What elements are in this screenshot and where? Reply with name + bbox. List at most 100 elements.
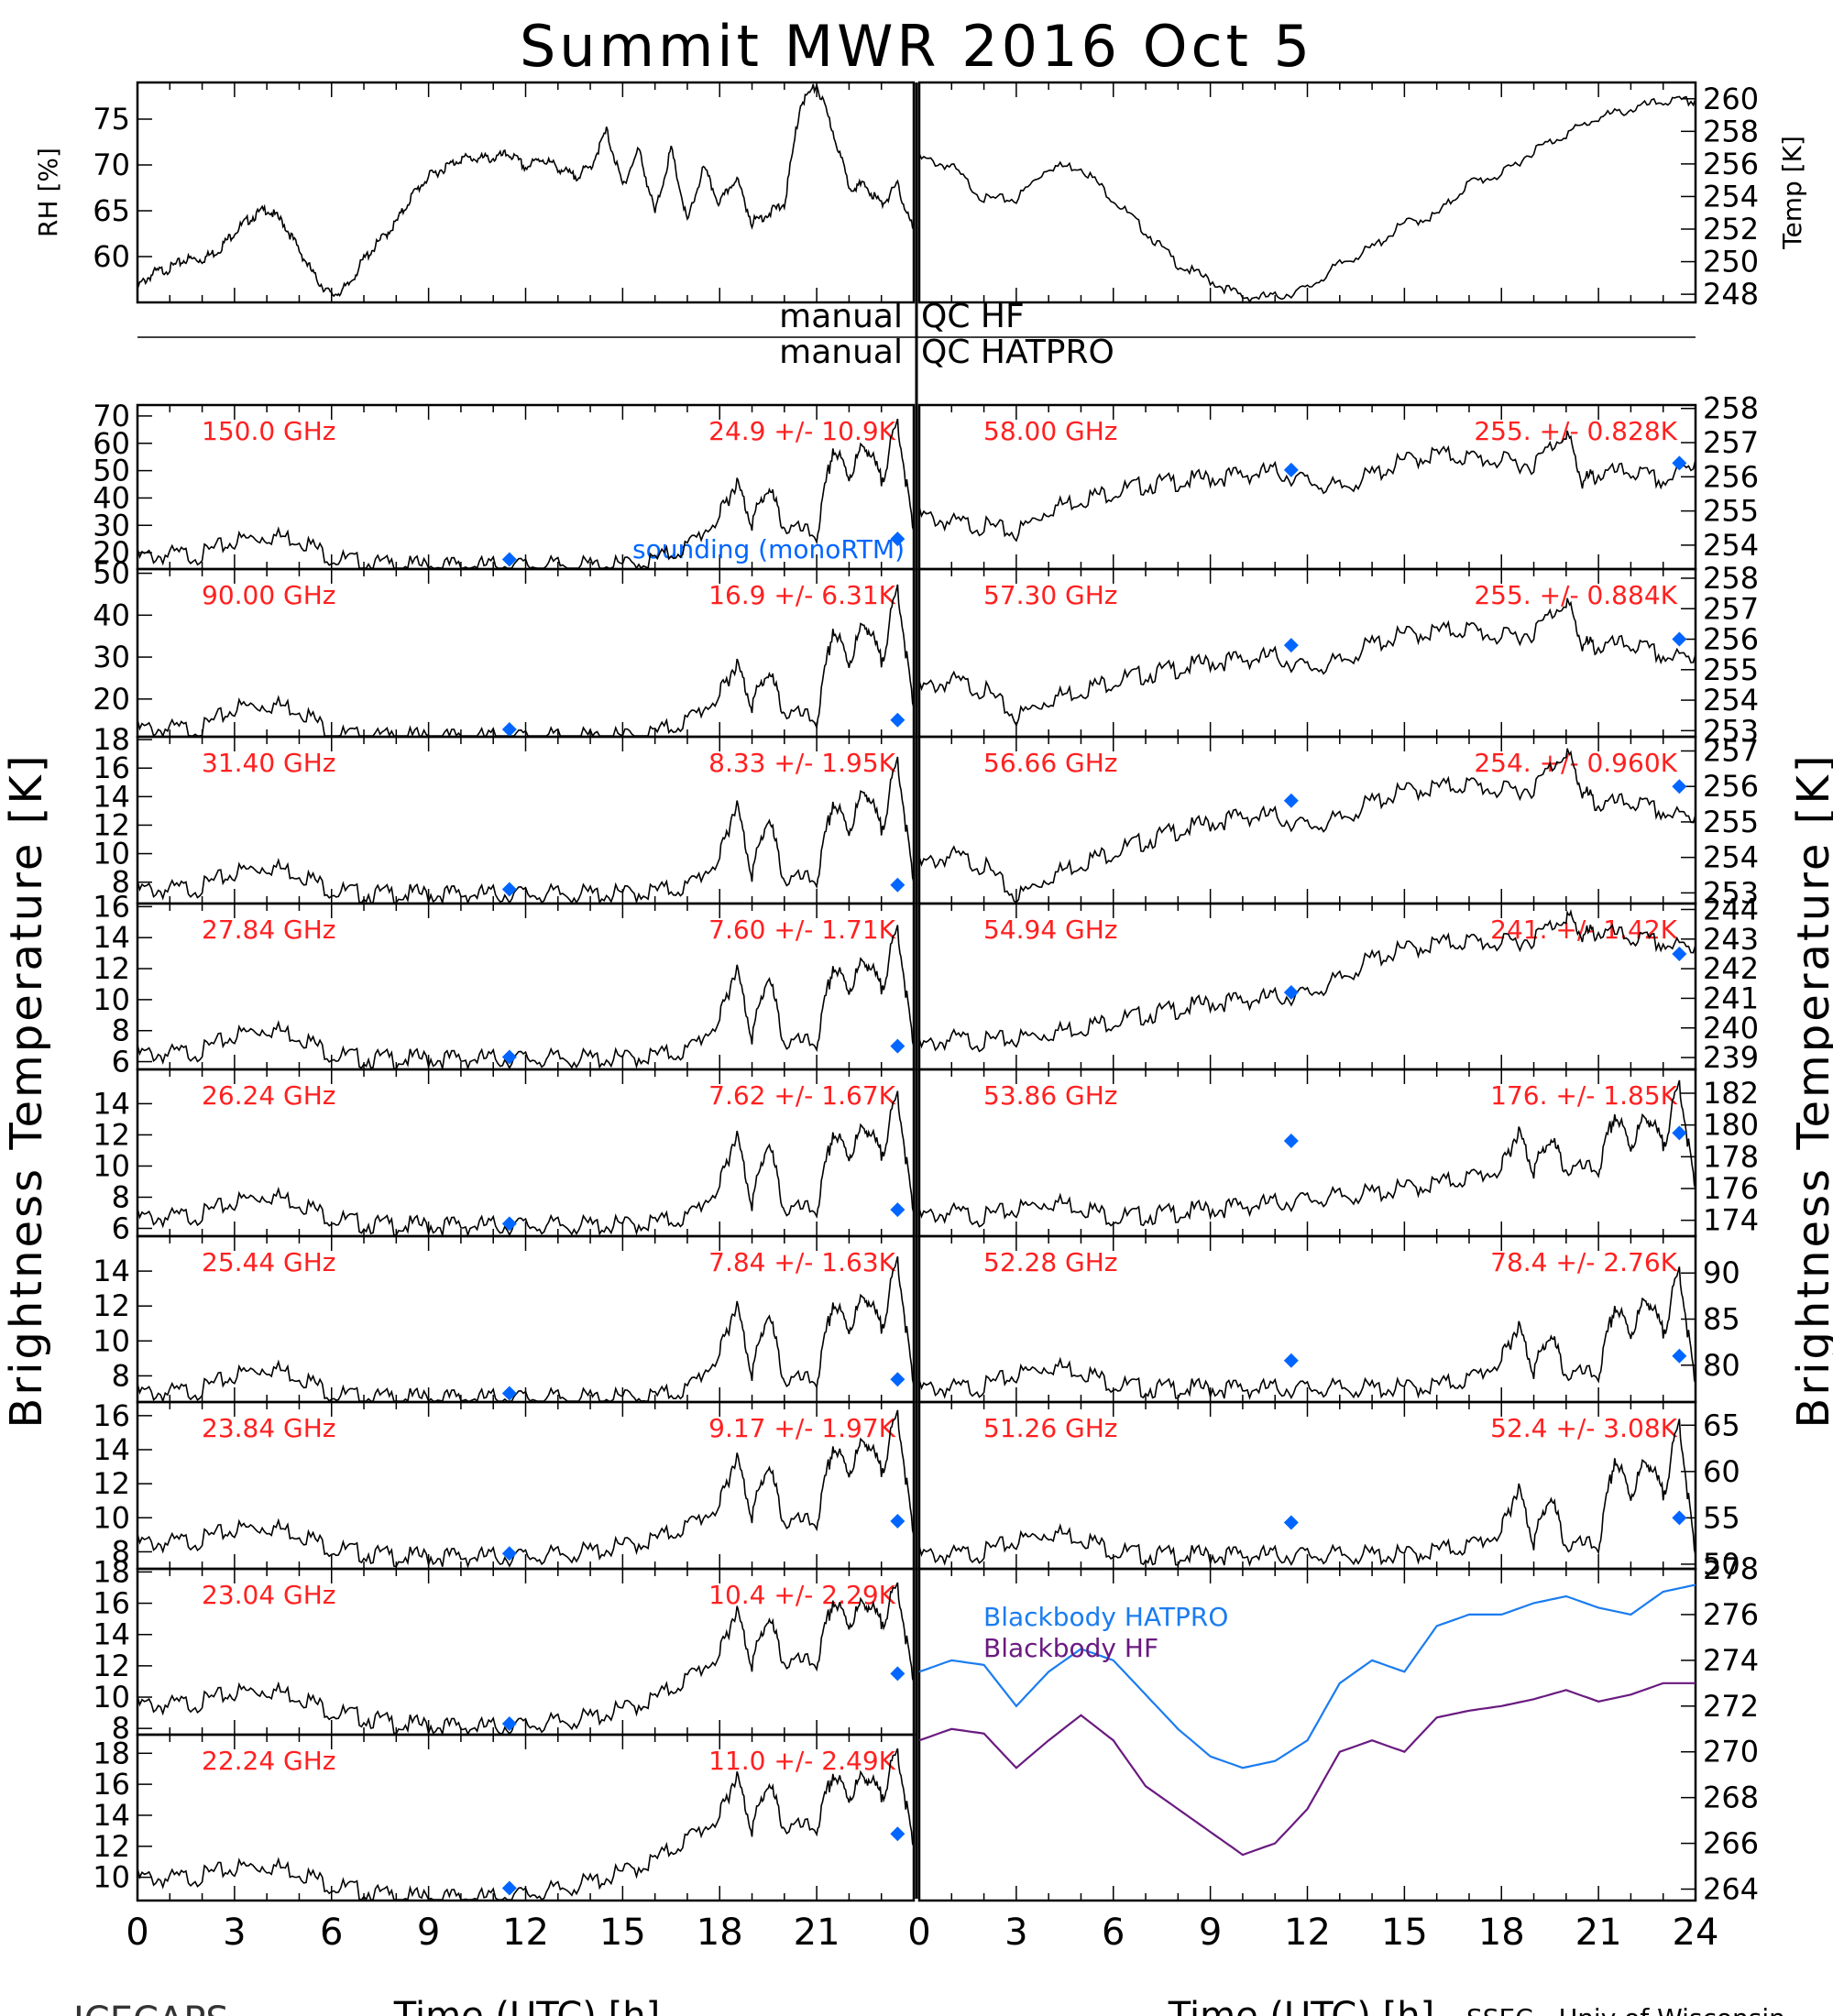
- y-tick-label: 270: [1703, 1735, 1759, 1769]
- y-tick-label: 253: [1703, 875, 1759, 910]
- x-tick-label: 6: [320, 1912, 343, 1954]
- y-tick-label: 40: [93, 597, 130, 632]
- y-tick-label: 8: [112, 1358, 130, 1393]
- y-tick-label: 176: [1703, 1171, 1759, 1206]
- figure-title: Summit MWR 2016 Oct 5: [520, 13, 1313, 80]
- y-tick-label: 16: [93, 1586, 130, 1621]
- channel-label: 90.00 GHz: [202, 580, 336, 610]
- channel-label: 51.26 GHz: [983, 1413, 1118, 1443]
- x-tick-label: 0: [126, 1912, 148, 1954]
- x-tick-label: 6: [1102, 1912, 1125, 1954]
- y-tick-label: 8: [112, 865, 130, 900]
- sounding-marker: [890, 1202, 906, 1218]
- channel-stats: 78.4 +/- 2.76K: [1490, 1247, 1677, 1277]
- panels: 6065707524825025225425625826020304050607…: [93, 81, 1759, 1954]
- qc-hatpro-label: QC HATPRO: [921, 334, 1114, 371]
- sounding-marker: [1283, 1353, 1299, 1368]
- sounding-marker: [501, 722, 517, 737]
- sounding-marker: [501, 552, 517, 567]
- series-line: [137, 1090, 915, 1238]
- footer-left: ICECAPS: [73, 2000, 229, 2016]
- series-line: [918, 748, 1696, 904]
- y-tick-label: 16: [93, 1767, 130, 1802]
- sounding-marker: [890, 712, 906, 728]
- channel-label: 54.94 GHz: [983, 915, 1118, 945]
- series-line: [137, 925, 915, 1071]
- y-tick-label: 50: [1703, 1547, 1740, 1582]
- panel-frame: [917, 81, 1697, 304]
- y-tick-label: 12: [93, 1649, 130, 1683]
- channel-stats: 7.84 +/- 1.63K: [708, 1247, 895, 1277]
- sounding-marker: [501, 1546, 517, 1561]
- panel-ch-90: 20 30 40 50 90.00 GHz 16.9 +/- 6.31K: [93, 556, 916, 739]
- channel-stats: 11.0 +/- 2.49K: [708, 1746, 895, 1776]
- y-tick-label: 8: [112, 1013, 130, 1048]
- y-tick-label: 240: [1703, 1011, 1759, 1046]
- y-tick-label: 260: [1703, 82, 1759, 116]
- sounding-marker: [890, 877, 906, 893]
- sounding-marker: [501, 1880, 517, 1896]
- sounding-marker: [890, 1826, 906, 1842]
- x-tick-label: 21: [1575, 1912, 1622, 1954]
- y-tick-label: 70: [93, 148, 130, 182]
- series-line: [918, 430, 1696, 542]
- panel-ch-52.28: 80 85 90 52.28 GHz 78.4 +/- 2.76K: [917, 1234, 1740, 1404]
- x-tick-label: 15: [599, 1912, 646, 1954]
- y-tick-label: 256: [1703, 769, 1759, 804]
- y-tick-label: 60: [1703, 1454, 1740, 1489]
- y-tick-label: 16: [93, 751, 130, 785]
- x-tick-label: 12: [1284, 1912, 1331, 1954]
- series-line: [918, 1079, 1696, 1228]
- sounding-marker: [1672, 946, 1687, 961]
- panel-ch-51.26: 50 55 60 65 51.26 GHz 52.4 +/- 3.08K: [917, 1400, 1740, 1582]
- y-tick-label: 10: [93, 1148, 130, 1183]
- panel-frame: [136, 81, 916, 304]
- sounding-marker: [1672, 1348, 1687, 1364]
- sounding-marker: [890, 1514, 906, 1528]
- y-tick-label: 14: [93, 1617, 130, 1652]
- series-line: [137, 1748, 915, 1901]
- sounding-marker: [1672, 1125, 1687, 1141]
- y-tick-label: 182: [1703, 1076, 1759, 1111]
- channel-label: 56.66 GHz: [983, 748, 1118, 778]
- y-tick-label: 14: [93, 1432, 130, 1467]
- channel-stats: 7.62 +/- 1.67K: [708, 1080, 895, 1111]
- y-tick-label: 257: [1703, 425, 1759, 460]
- y-tick-label: 18: [93, 1736, 130, 1770]
- sounding-marker: [1283, 1515, 1299, 1530]
- series-line: [918, 597, 1696, 728]
- x-tick-label: 9: [417, 1912, 440, 1954]
- y-tick-label: 257: [1703, 733, 1759, 768]
- channel-stats: 176. +/- 1.85K: [1490, 1080, 1677, 1111]
- x-axis-label-left: Time (UTC) [h]: [393, 1995, 660, 2016]
- channel-label: 52.28 GHz: [983, 1247, 1118, 1277]
- y-tick-label: 256: [1703, 459, 1759, 494]
- y-tick-label: 8: [112, 1534, 130, 1569]
- y-tick-label: 243: [1703, 922, 1759, 957]
- channel-stats: 9.17 +/- 1.97K: [708, 1413, 895, 1443]
- y-tick-label: 278: [1703, 1551, 1759, 1586]
- channel-label: 22.24 GHz: [202, 1746, 336, 1776]
- y-tick-label: 254: [1703, 683, 1759, 718]
- channel-label: 53.86 GHz: [983, 1080, 1118, 1111]
- y-tick-label: 252: [1703, 212, 1759, 247]
- y-tick-label: 6: [112, 1045, 130, 1079]
- sounding-marker: [1283, 1134, 1299, 1148]
- series-line-hf: [918, 1682, 1696, 1857]
- y-tick-label: 253: [1703, 713, 1759, 748]
- y-tick-label: 248: [1703, 277, 1759, 312]
- channel-stats: 255. +/- 0.884K: [1474, 580, 1677, 610]
- rh-axis-label: RH [%]: [33, 148, 63, 237]
- y-tick-label: 10: [93, 837, 130, 871]
- y-tick-label: 70: [93, 399, 130, 433]
- channel-stats: 8.33 +/- 1.95K: [708, 748, 895, 778]
- sounding-marker: [1672, 1510, 1687, 1526]
- sounding-marker: [501, 882, 517, 897]
- channel-label: 58.00 GHz: [983, 416, 1118, 446]
- y-tick-label: 254: [1703, 840, 1759, 875]
